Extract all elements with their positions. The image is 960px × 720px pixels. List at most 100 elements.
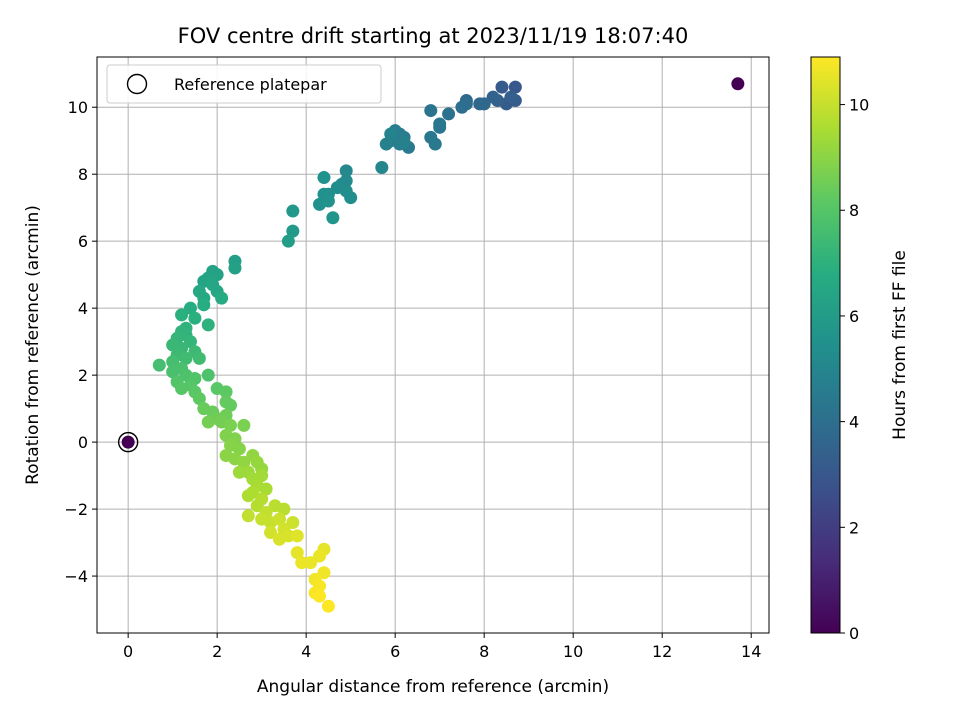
x-tick-label: 8: [479, 642, 489, 661]
y-tick-label: −2: [64, 500, 88, 519]
data-point: [192, 392, 206, 406]
data-point: [281, 234, 295, 248]
plot-frame: [96, 56, 770, 634]
data-point: [442, 107, 456, 121]
data-point: [183, 335, 197, 349]
data-point: [317, 566, 331, 580]
data-point: [290, 529, 304, 543]
data-point: [473, 97, 487, 111]
data-point: [290, 546, 304, 560]
colorbar-tick-label: 6: [849, 307, 859, 326]
y-tick-label: 8: [78, 165, 88, 184]
data-point: [317, 171, 331, 185]
data-point: [179, 351, 193, 365]
data-points: [117, 77, 745, 613]
data-point: [228, 261, 242, 275]
data-point: [731, 77, 745, 91]
x-tick-label: 14: [741, 642, 761, 661]
legend: Reference platepar: [106, 64, 382, 104]
y-tick-label: 6: [78, 232, 88, 251]
colorbar-tick-label: 10: [849, 96, 869, 115]
x-tick-label: 12: [652, 642, 672, 661]
data-point: [237, 455, 251, 469]
reference-point: [121, 435, 135, 449]
data-point: [397, 135, 411, 149]
data-point: [321, 599, 335, 613]
x-tick-label: 0: [123, 642, 133, 661]
data-point: [183, 301, 197, 315]
x-tick-label: 10: [563, 642, 583, 661]
data-point: [166, 365, 180, 379]
data-point: [286, 224, 300, 238]
data-point: [215, 291, 229, 305]
x-tick-label: 2: [212, 642, 222, 661]
data-point: [384, 127, 398, 141]
data-point: [192, 351, 206, 365]
data-point: [455, 100, 469, 114]
data-point: [433, 120, 447, 134]
data-point: [313, 589, 327, 603]
data-point: [241, 509, 255, 523]
data-point: [277, 502, 291, 516]
colorbar-tick-label: 0: [849, 624, 859, 643]
data-point: [197, 298, 211, 312]
data-point: [224, 398, 238, 412]
y-tick-label: 2: [78, 366, 88, 385]
y-tick-label: 4: [78, 299, 88, 318]
data-point: [232, 442, 246, 456]
data-point: [321, 194, 335, 208]
legend-label-reference: Reference platepar: [174, 75, 327, 94]
x-tick-label: 4: [301, 642, 311, 661]
colorbar-tick-label: 4: [849, 413, 859, 432]
data-point: [272, 532, 286, 546]
data-point: [313, 549, 327, 563]
data-point: [259, 482, 273, 496]
y-tick-label: 0: [78, 433, 88, 452]
data-point: [237, 418, 251, 432]
y-tick-label: 10: [68, 98, 88, 117]
data-point: [272, 512, 286, 526]
data-point: [264, 526, 278, 540]
data-point: [250, 499, 264, 513]
data-point: [486, 90, 500, 104]
data-point: [219, 385, 233, 399]
data-point: [379, 137, 393, 151]
colorbar: [810, 56, 841, 634]
data-point: [224, 418, 238, 432]
colorbar-tick-label: 8: [849, 201, 859, 220]
data-point: [339, 164, 353, 178]
data-point: [201, 415, 215, 429]
data-point: [241, 489, 255, 503]
colorbar-ticks: 0 2 4 6 8 10: [840, 96, 869, 643]
chart-title: FOV centre drift starting at 2023/11/19 …: [178, 24, 689, 48]
data-point: [201, 368, 215, 382]
data-point: [295, 556, 309, 570]
data-point: [175, 382, 189, 396]
colorbar-label: Hours from first FF file: [890, 250, 910, 440]
x-axis-ticks: 0 2 4 6 8 10 12 14: [123, 633, 761, 661]
y-axis-ticks: −4 −2 0 2 4 6 8 10: [64, 98, 97, 586]
data-point: [495, 80, 509, 94]
colorbar-tick-label: 2: [849, 518, 859, 537]
data-point: [344, 191, 358, 205]
data-point: [424, 104, 438, 118]
x-tick-label: 6: [390, 642, 400, 661]
data-point: [152, 358, 166, 372]
data-point: [375, 161, 389, 175]
data-point: [166, 355, 180, 369]
data-point: [326, 211, 340, 225]
data-point: [286, 204, 300, 218]
data-point: [201, 318, 215, 332]
x-axis-label: Angular distance from reference (arcmin): [257, 677, 609, 697]
data-point: [304, 556, 318, 570]
y-tick-label: −4: [64, 567, 88, 586]
data-point: [286, 515, 300, 529]
data-point: [428, 137, 442, 151]
data-point: [504, 90, 518, 104]
data-point: [188, 311, 202, 325]
data-point: [175, 308, 189, 322]
legend-box: [106, 64, 382, 104]
reference-marker: [117, 431, 139, 453]
y-axis-label: Rotation from reference (arcmin): [23, 205, 43, 485]
